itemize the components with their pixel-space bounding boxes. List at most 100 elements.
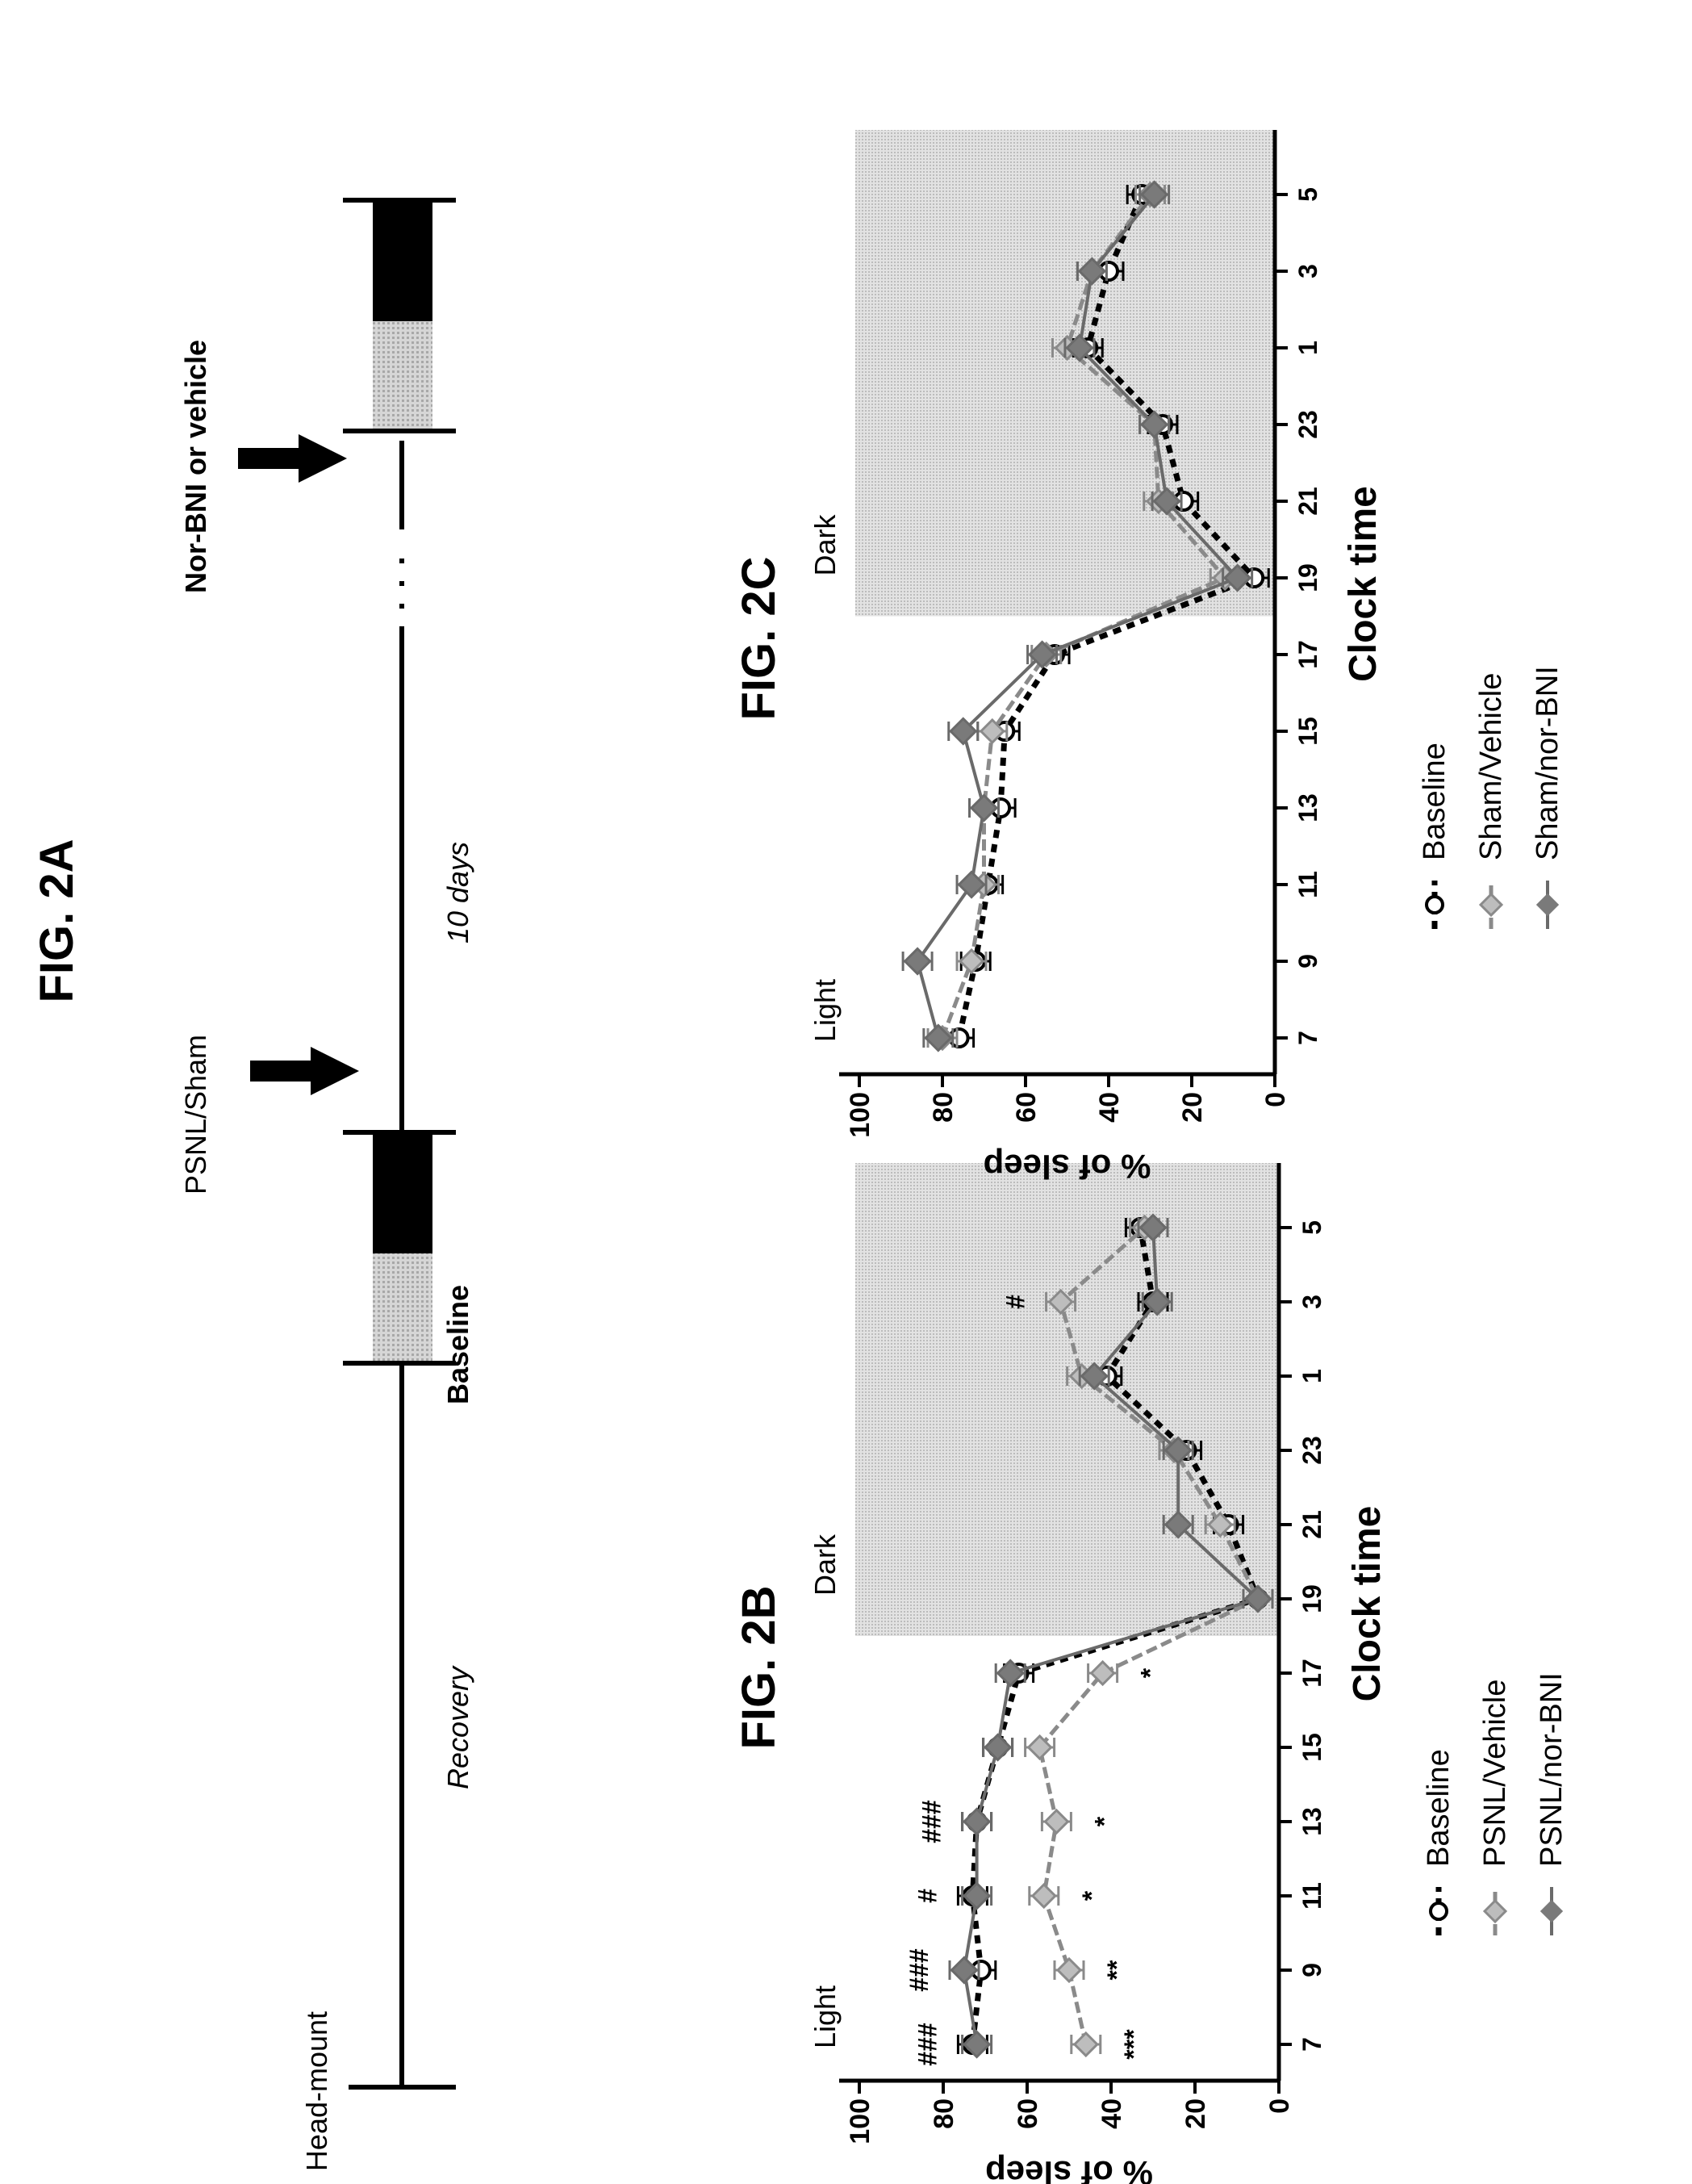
fig2b-significance-mark: ** bbox=[1102, 1960, 1131, 1980]
fig2b-dark-region bbox=[855, 1163, 1279, 1636]
fig2c-data-point bbox=[957, 870, 986, 899]
fig2b-significance-mark: ### bbox=[904, 1948, 934, 1992]
fig2b-data-point bbox=[1030, 1882, 1057, 1910]
fig2b-x-tick-label: 9 bbox=[1297, 1963, 1326, 1977]
fig2c-title: FIG. 2C bbox=[733, 556, 785, 720]
fig2b-x-tick-label: 15 bbox=[1297, 1733, 1326, 1762]
fig2c-data-point bbox=[969, 793, 999, 822]
fig2c-x-tick-label: 19 bbox=[1293, 563, 1322, 592]
fig2c-y-tick-label: 0 bbox=[1260, 1092, 1291, 1107]
fig2b-x-tick-label: 23 bbox=[1297, 1436, 1326, 1465]
fig2c-x-tick-label: 9 bbox=[1293, 954, 1322, 969]
label-10-days: 10 days bbox=[441, 842, 474, 943]
fig2c-data-point bbox=[1139, 180, 1169, 209]
label-norbni-vehicle: Nor-BNI or vehicle bbox=[179, 340, 212, 593]
fig2b-data-point bbox=[962, 2030, 992, 2059]
fig2c-legend-marker bbox=[1425, 895, 1444, 914]
fig2b-legend-marker bbox=[1429, 1902, 1448, 1921]
fig2b-x-tick-label: 3 bbox=[1297, 1295, 1326, 1309]
fig2c-x-tick-label: 5 bbox=[1293, 187, 1322, 202]
fig2c-x-tick-label: 13 bbox=[1293, 793, 1322, 822]
fig2b-significance-mark: ### bbox=[917, 1800, 946, 1843]
fig2b-chart: FIG. 2B LightDark02040608010079111315171… bbox=[733, 1163, 1569, 2184]
fig2c-legend-label: Baseline bbox=[1418, 743, 1452, 860]
fig2b-series-line bbox=[1037, 1226, 1261, 2045]
fig2a-panel: FIG. 2A bbox=[31, 198, 474, 2171]
fig2b-y-tick-label: 40 bbox=[1097, 2098, 1127, 2129]
fig2b-y-tick-label: 20 bbox=[1180, 2098, 1211, 2129]
fig2c-x-tick-label: 3 bbox=[1293, 264, 1322, 278]
fig2b-data-point bbox=[1055, 1956, 1083, 1984]
fig2c-data-point bbox=[1152, 487, 1181, 516]
fig2b-significance-mark: ### bbox=[913, 2023, 942, 2066]
fig2c-legend-label: Sham/Vehicle bbox=[1474, 673, 1508, 860]
fig2c-data-point bbox=[1222, 563, 1252, 592]
fig2c-data-point bbox=[1027, 640, 1057, 669]
fig2b-y-axis-label: % of sleep bbox=[985, 2154, 1153, 2184]
fig2c-dark-label: Dark bbox=[808, 513, 842, 575]
fig2c-y-tick-label: 20 bbox=[1177, 1092, 1208, 1123]
fig2b-legend-label: PSNL/Vehicle bbox=[1478, 1680, 1512, 1867]
fig2c-data-point bbox=[903, 947, 932, 976]
fig2b-x-tick-label: 19 bbox=[1297, 1584, 1326, 1613]
fig2b-data-point bbox=[962, 1807, 992, 1836]
fig2b-x-tick-label: 11 bbox=[1297, 1882, 1326, 1910]
fig2c-x-tick-label: 1 bbox=[1293, 341, 1322, 355]
fig2c-data-point bbox=[924, 1023, 953, 1052]
fig2c-dark-region bbox=[855, 130, 1275, 617]
fig2b-data-point bbox=[1164, 1436, 1193, 1465]
label-psnl-sham: PSNL/Sham bbox=[179, 1035, 212, 1195]
fig2b-data-point bbox=[1164, 1510, 1193, 1539]
fig2b-light-label: Light bbox=[808, 1985, 842, 2048]
fig2c-x-tick-label: 17 bbox=[1293, 640, 1322, 669]
fig2b-y-tick-label: 80 bbox=[929, 2098, 959, 2129]
fig2c-y-axis-label: % of sleep bbox=[984, 1148, 1151, 1186]
fig2c-x-tick-label: 11 bbox=[1293, 871, 1322, 898]
fig2c-x-tick-label: 7 bbox=[1293, 1031, 1322, 1045]
psnl-arrow-icon bbox=[250, 1047, 359, 1095]
fig2b-legend-marker bbox=[1540, 1899, 1564, 1923]
fig2c-chart: FIG. 2C LightDark02040608010079111315171… bbox=[733, 130, 1565, 1186]
fig2c-y-tick-label: 100 bbox=[845, 1092, 875, 1138]
fig2b-title: FIG. 2B bbox=[733, 1585, 785, 1749]
fig2b-data-point bbox=[1072, 2031, 1099, 2058]
fig2c-light-label: Light bbox=[808, 979, 842, 1042]
fig2b-x-axis-label: Clock time bbox=[1346, 1506, 1389, 1702]
fig2b-x-tick-label: 5 bbox=[1297, 1220, 1326, 1235]
fig2b-data-point bbox=[1143, 1287, 1172, 1316]
fig2b-data-point bbox=[1043, 1808, 1070, 1835]
fig2b-y-tick-label: 0 bbox=[1264, 2098, 1295, 2114]
fig2b-data-point bbox=[1243, 1584, 1272, 1613]
fig2b-legend-label: PSNL/nor-BNI bbox=[1535, 1672, 1569, 1867]
fig2c-x-tick-label: 15 bbox=[1293, 717, 1322, 746]
fig2c-legend-marker bbox=[1478, 892, 1504, 918]
fig2b-significance-mark: * bbox=[1089, 1816, 1118, 1826]
fig2b-x-tick-label: 21 bbox=[1297, 1510, 1326, 1539]
label-head-mount: Head-mount bbox=[300, 2011, 333, 2171]
label-recovery: Recovery bbox=[441, 1665, 474, 1789]
fig2c-legend-marker bbox=[1535, 893, 1560, 917]
fig2b-dark-label: Dark bbox=[808, 1533, 842, 1596]
fig2c-y-tick-label: 40 bbox=[1094, 1092, 1125, 1123]
fig2b-x-tick-label: 17 bbox=[1297, 1659, 1326, 1688]
fig2b-x-tick-label: 1 bbox=[1297, 1369, 1326, 1383]
fig2b-y-tick-label: 100 bbox=[845, 2098, 875, 2144]
baseline-light-block bbox=[373, 1253, 432, 1361]
fig2c-data-point bbox=[1065, 333, 1094, 362]
baseline-dark-block bbox=[373, 1135, 432, 1253]
fig2a-title: FIG. 2A bbox=[31, 839, 83, 1002]
fig2c-data-point bbox=[958, 948, 985, 975]
fig2b-x-tick-label: 7 bbox=[1297, 2037, 1326, 2052]
fig2c-legend-label: Sham/nor-BNI bbox=[1531, 666, 1565, 860]
fig2c-x-tick-label: 21 bbox=[1293, 487, 1322, 516]
fig2c-y-tick-label: 80 bbox=[928, 1092, 959, 1123]
fig2c-y-tick-label: 60 bbox=[1011, 1092, 1042, 1123]
fig2b-data-point bbox=[1047, 1288, 1074, 1316]
fig2b-series-line bbox=[962, 1227, 1261, 2045]
fig2b-legend-label: Baseline bbox=[1422, 1749, 1456, 1867]
fig2c-x-axis-label: Clock time bbox=[1342, 486, 1385, 682]
test-dark-block bbox=[373, 203, 432, 321]
